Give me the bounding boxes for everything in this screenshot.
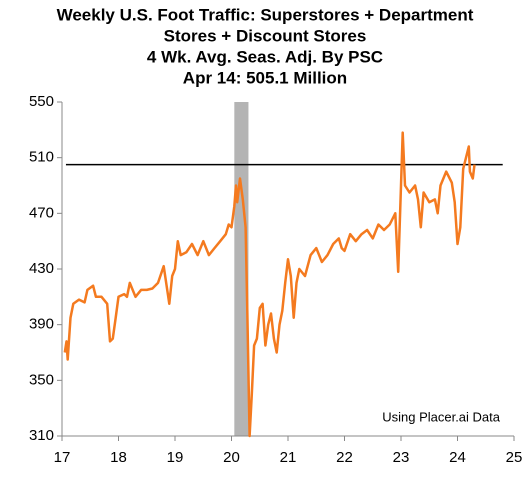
y-tick-label: 430 [29, 260, 54, 277]
y-tick-label: 310 [29, 427, 54, 444]
chart-title: Apr 14: 505.1 Million [183, 68, 347, 87]
x-tick-label: 21 [280, 449, 297, 466]
data-line [63, 131, 476, 438]
x-tick-label: 18 [110, 449, 127, 466]
y-tick-label: 550 [29, 93, 54, 110]
chart-title: Weekly U.S. Foot Traffic: Superstores + … [57, 5, 474, 24]
x-tick-label: 25 [506, 449, 523, 466]
y-tick-label: 350 [29, 371, 54, 388]
annotation: Using Placer.ai Data [382, 409, 501, 424]
x-tick-label: 24 [449, 449, 466, 466]
chart-title: Stores + Discount Stores [164, 26, 367, 45]
x-tick-label: 19 [167, 449, 184, 466]
y-tick-label: 470 [29, 204, 54, 221]
x-tick-label: 23 [393, 449, 410, 466]
x-tick-label: 20 [223, 449, 240, 466]
x-tick-label: 22 [336, 449, 353, 466]
y-tick-label: 390 [29, 316, 54, 333]
shaded-band [234, 102, 249, 436]
chart-title: 4 Wk. Avg. Seas. Adj. By PSC [147, 47, 383, 66]
x-tick-label: 17 [54, 449, 71, 466]
y-tick-label: 510 [29, 149, 54, 166]
